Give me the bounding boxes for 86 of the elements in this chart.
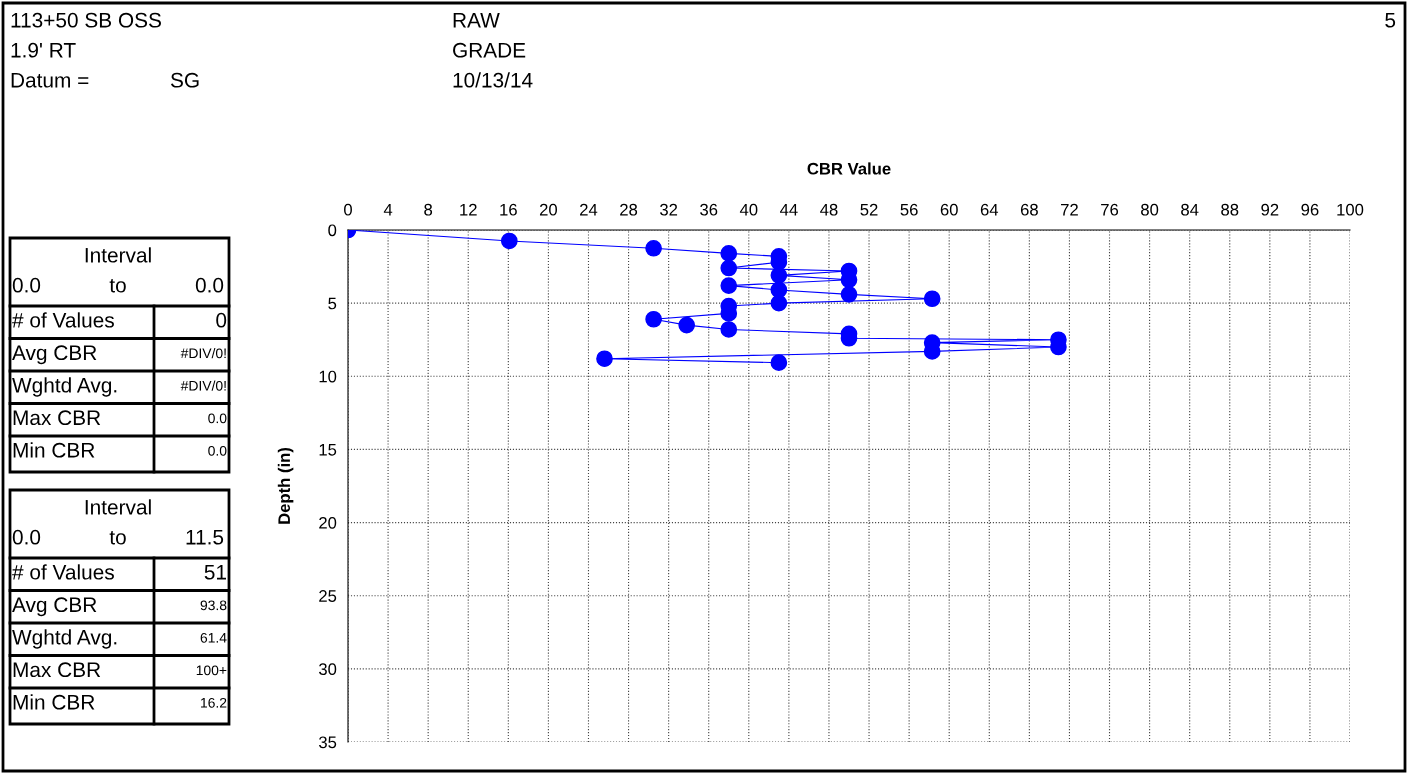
point (720, 277, 738, 294)
x-tick-label: 4 (383, 203, 393, 216)
x-tick-label: 32 (660, 203, 678, 216)
x-tick-label: 88 (1221, 203, 1239, 216)
point (720, 259, 738, 277)
text: GRADE (453, 42, 526, 58)
text: Wghtd Avg. (12, 377, 117, 397)
point (770, 267, 788, 284)
x-tick-label: 40 (739, 203, 758, 216)
text: 93.8 (200, 600, 227, 611)
x-tick-label: 52 (860, 203, 878, 216)
x-tick-label: 100 (1337, 203, 1364, 216)
point (500, 232, 518, 250)
y-tick-label: 5 (328, 297, 337, 310)
x-tick-label: 84 (1181, 203, 1199, 216)
text: 0.0 (208, 445, 227, 456)
y-tick-label: 15 (319, 444, 337, 456)
text: 0.0 (12, 529, 41, 545)
x-tick-label: 96 (1301, 203, 1319, 216)
text: 0.0 (208, 413, 227, 424)
point (645, 239, 662, 257)
text: Datum = (11, 73, 89, 88)
text: Min CBR (13, 442, 95, 458)
text: 113+50 SB OSS (11, 12, 161, 28)
y-tick-label: 0 (328, 224, 337, 237)
x-tick-label: 8 (424, 203, 433, 216)
chart-title: CBR Value (807, 162, 891, 175)
text: 11.5 (186, 530, 224, 545)
text: 16.2 (201, 697, 227, 708)
text: 0.0 (195, 277, 224, 293)
x-tick-label: 24 (580, 203, 598, 216)
y-axis-title: Depth (in) (277, 447, 294, 524)
point (840, 286, 858, 303)
text: 0.0 (12, 277, 41, 293)
x-tick-label: 20 (539, 203, 558, 216)
text: Min CBR (13, 694, 95, 710)
x-tick-label: 28 (620, 203, 638, 216)
text: Avg CBR (12, 597, 97, 617)
point (678, 316, 696, 334)
point (645, 310, 662, 328)
text: to (109, 278, 126, 293)
x-tick-label: 68 (1020, 203, 1038, 216)
x-tick-label: 64 (980, 203, 999, 216)
x-tick-label: 72 (1061, 203, 1078, 216)
x-tick-label: 80 (1141, 203, 1159, 216)
point (770, 354, 788, 372)
point (596, 350, 613, 368)
y-tick-label: 35 (318, 736, 337, 749)
point (720, 245, 738, 262)
y-tick-label: 10 (319, 370, 337, 383)
text: to (109, 530, 126, 545)
text: Interval (85, 499, 151, 515)
text: 100+ (196, 665, 227, 676)
text: 1.9' RT (11, 42, 76, 58)
text: # of Values (12, 564, 114, 580)
x-tick-label: 16 (500, 203, 517, 216)
point (720, 321, 738, 338)
x-tick-label: 76 (1101, 203, 1119, 216)
text: Interval (85, 247, 151, 263)
text: #DIV/0! (180, 380, 226, 391)
x-tick-label: 48 (820, 203, 838, 216)
point (923, 290, 941, 308)
x-tick-label: 56 (900, 203, 918, 216)
text: #DIV/0! (180, 348, 226, 359)
text: 10/13/14 (453, 72, 533, 88)
text: 61.4 (200, 632, 227, 643)
x-tick-label: 60 (940, 203, 958, 216)
x-tick-label: 92 (1261, 203, 1279, 216)
text: 51 (204, 565, 226, 580)
text: 0 (216, 312, 227, 328)
text: RAW (453, 13, 500, 28)
text: # of Values (12, 312, 114, 328)
text: Wghtd Avg. (12, 629, 117, 649)
y-tick-label: 30 (318, 663, 337, 676)
x-tick-label: 36 (700, 203, 718, 216)
y-tick-label: 20 (319, 516, 337, 529)
text: Avg CBR (12, 345, 97, 365)
x-tick-label: 12 (460, 203, 477, 216)
x-tick-label: 0 (344, 203, 352, 216)
point (770, 294, 788, 312)
text: SG (170, 72, 199, 88)
text: 5 (1385, 13, 1396, 28)
text: Max CBR (13, 410, 101, 426)
y-tick-label: 25 (319, 590, 337, 602)
x-tick-label: 44 (779, 203, 798, 216)
text: Max CBR (13, 662, 101, 678)
